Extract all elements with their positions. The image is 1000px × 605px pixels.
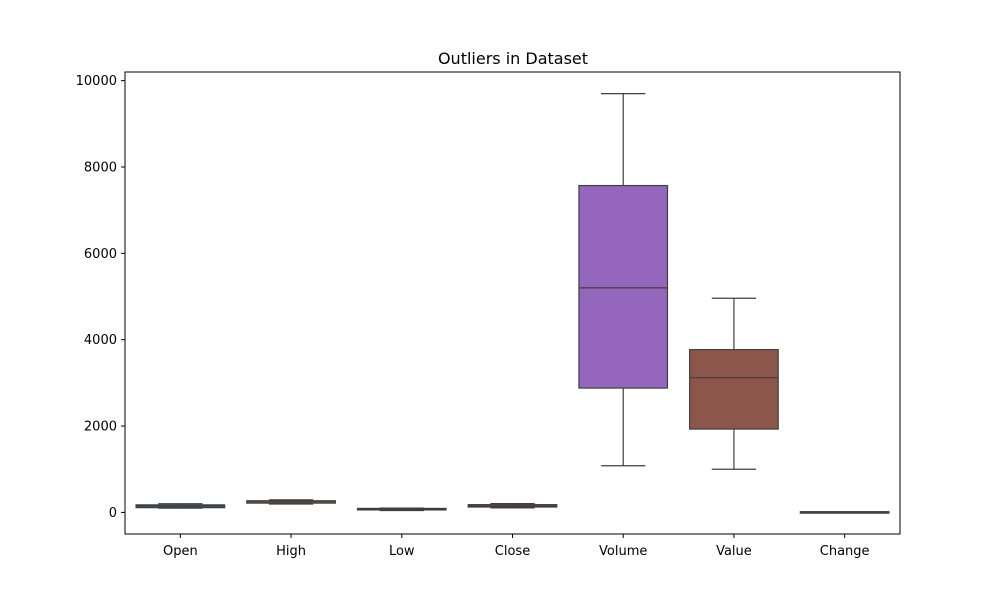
x-tick-label-open: Open bbox=[163, 544, 198, 559]
y-tick-label-10000: 10000 bbox=[76, 74, 117, 89]
box-volume bbox=[578, 184, 669, 389]
y-tick-label-8000: 8000 bbox=[84, 160, 117, 175]
x-tick-label-close: Close bbox=[495, 544, 530, 559]
plot-frame bbox=[124, 71, 901, 535]
x-tick-label-change: Change bbox=[820, 544, 870, 559]
x-tick-label-volume: Volume bbox=[599, 544, 647, 559]
y-tick-label-2000: 2000 bbox=[84, 420, 117, 435]
x-tick-label-value: Value bbox=[716, 544, 752, 559]
box-value bbox=[689, 349, 779, 430]
y-tick-label-4000: 4000 bbox=[84, 333, 117, 348]
y-tick-label-6000: 6000 bbox=[84, 247, 117, 262]
x-tick-label-high: High bbox=[276, 544, 306, 559]
chart-title: Outliers in Dataset bbox=[438, 49, 588, 68]
x-tick-label-low: Low bbox=[389, 544, 415, 559]
y-tick-label-0: 0 bbox=[109, 506, 117, 521]
plot-area: Open High Low Close Volume Value Change 0 2000 40… bbox=[76, 71, 901, 559]
